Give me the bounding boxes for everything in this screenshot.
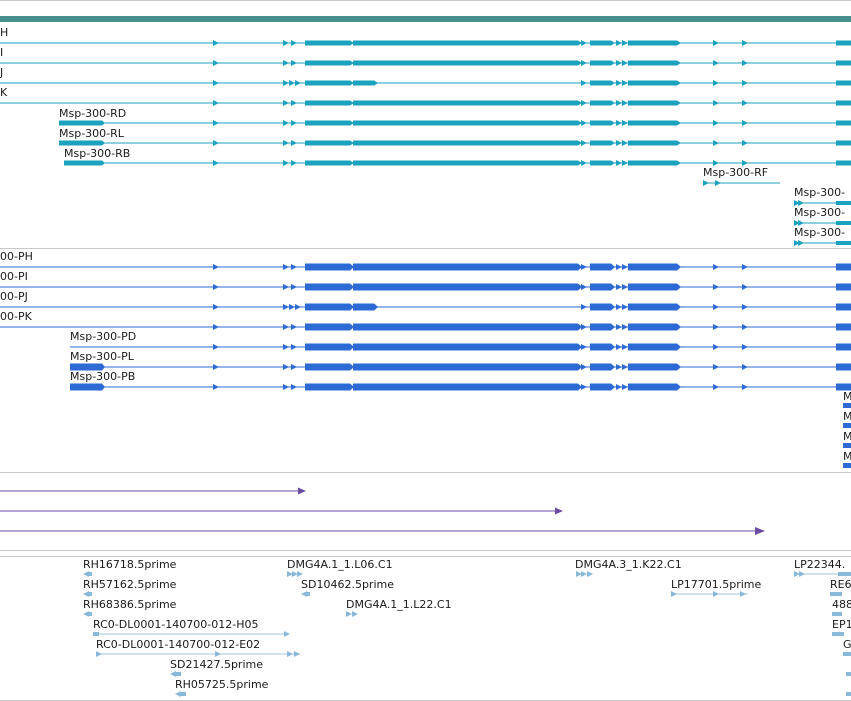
est-e8[interactable] xyxy=(287,571,303,577)
protein-label: 00-PI xyxy=(0,270,28,283)
est-label: LP17701.5prime xyxy=(671,578,762,591)
gene-span-bar[interactable] xyxy=(0,16,851,22)
protein-pi[interactable] xyxy=(0,283,851,291)
est-e18[interactable] xyxy=(846,672,851,676)
transcript-track: H I J K Msp-300-RD Msp-300-RL Msp-300-RB… xyxy=(0,26,851,246)
protein-pj[interactable] xyxy=(0,303,851,311)
transcript-rb[interactable] xyxy=(64,160,851,166)
transcript-label: J xyxy=(0,66,3,79)
est-e19[interactable] xyxy=(846,692,851,696)
transcript-rd[interactable] xyxy=(59,120,851,126)
transcript-label: Msp-300-RD xyxy=(59,107,126,120)
transcript-label: H xyxy=(0,26,8,39)
transcript-label: Msp-300-RL xyxy=(59,127,125,140)
est-e6[interactable] xyxy=(170,671,181,677)
est-e12[interactable] xyxy=(671,591,748,597)
est-track: RH16718.5prime RH57162.5prime RH68386.5p… xyxy=(83,558,851,697)
est-label: RC0-DL0001-140700-012-H05 xyxy=(93,618,259,631)
protein-pk[interactable] xyxy=(0,323,851,331)
transcript-label: K xyxy=(0,86,8,99)
est-e3[interactable] xyxy=(83,611,92,617)
transcript-r10[interactable] xyxy=(794,220,851,226)
est-e13[interactable] xyxy=(794,571,851,577)
protein-pd[interactable] xyxy=(70,343,851,351)
protein-label: Msp-300-PL xyxy=(70,350,135,363)
protein-m2[interactable] xyxy=(843,423,851,428)
est-label: LP22344. xyxy=(794,558,845,571)
transcript-label: Msp-300-RF xyxy=(703,166,768,179)
est-e11[interactable] xyxy=(576,571,593,577)
protein-label: 00-PH xyxy=(0,250,33,263)
protein-m4[interactable] xyxy=(843,463,851,468)
protein-label: M xyxy=(843,410,851,423)
protein-label: Msp-300-PD xyxy=(70,330,136,343)
est-label: DMG4A.1_1.L22.C1 xyxy=(346,598,452,611)
est-e14[interactable] xyxy=(830,592,842,596)
est-e1[interactable] xyxy=(83,571,92,577)
transcript-rl[interactable] xyxy=(59,140,851,146)
est-label: RH05725.5prime xyxy=(175,678,269,691)
est-e5[interactable] xyxy=(96,651,300,657)
est-e7[interactable] xyxy=(175,691,186,697)
protein-track: 00-PH 00-PI 00-PJ 00-PK Msp-300-PD Msp-3… xyxy=(0,250,851,468)
est-label: DMG4A.1_1.L06.C1 xyxy=(287,558,393,571)
est-label: RC0-DL0001-140700-012-E02 xyxy=(96,638,260,651)
alignment-1[interactable] xyxy=(0,487,306,495)
est-label: 488 xyxy=(832,598,851,611)
est-label: SD10462.5prime xyxy=(301,578,394,591)
transcript-label: I xyxy=(0,46,3,59)
transcript-r11[interactable] xyxy=(794,240,851,246)
est-e16[interactable] xyxy=(832,632,844,636)
est-label: RH57162.5prime xyxy=(83,578,177,591)
alignment-3[interactable] xyxy=(0,527,765,535)
protein-label: M xyxy=(843,430,851,443)
protein-m3[interactable] xyxy=(843,443,851,448)
transcript-ri[interactable] xyxy=(0,60,851,66)
est-label: RH68386.5prime xyxy=(83,598,177,611)
transcript-rk[interactable] xyxy=(0,100,851,106)
protein-pb[interactable] xyxy=(70,383,851,391)
protein-pl[interactable] xyxy=(70,363,851,371)
est-e4[interactable] xyxy=(93,631,290,637)
protein-label: 00-PJ xyxy=(0,290,28,303)
transcript-r9[interactable] xyxy=(794,200,851,206)
est-e17[interactable] xyxy=(843,652,851,656)
est-label: SD21427.5prime xyxy=(170,658,263,671)
est-label: RE6 xyxy=(830,578,851,591)
est-label: G xyxy=(843,638,851,651)
alignment-track xyxy=(0,487,765,535)
protein-label: 00-PK xyxy=(0,310,33,323)
est-e9[interactable] xyxy=(301,591,310,597)
transcript-label: Msp-300-RB xyxy=(64,147,130,160)
est-label: RH16718.5prime xyxy=(83,558,177,571)
est-label: EP1 xyxy=(832,618,851,631)
transcript-label: Msp-300- xyxy=(794,186,845,199)
est-e15[interactable] xyxy=(832,612,842,616)
transcript-label: Msp-300- xyxy=(794,206,845,219)
protein-m1[interactable] xyxy=(843,403,851,408)
protein-ph[interactable] xyxy=(0,263,851,271)
transcript-rj[interactable] xyxy=(0,80,851,86)
transcript-label: Msp-300- xyxy=(794,226,845,239)
alignment-2[interactable] xyxy=(0,507,563,515)
est-e10[interactable] xyxy=(346,611,358,617)
transcript-rf[interactable] xyxy=(703,180,780,186)
protein-label: M xyxy=(843,450,851,463)
est-e2[interactable] xyxy=(83,591,92,597)
protein-label: Msp-300-PB xyxy=(70,370,135,383)
transcript-rh[interactable] xyxy=(0,40,851,46)
est-label: DMG4A.3_1.K22.C1 xyxy=(575,558,682,571)
protein-label: M xyxy=(843,390,851,403)
